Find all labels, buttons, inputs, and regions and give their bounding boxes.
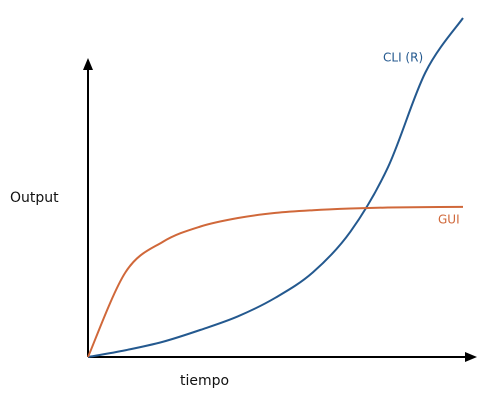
line-series <box>87 17 464 358</box>
y-axis-arrow <box>83 58 93 70</box>
y-axis-label: Output <box>10 190 59 206</box>
series-label: CLI (R) <box>383 51 423 65</box>
line-series <box>87 205 464 358</box>
x-axis-label: tiempo <box>180 373 229 389</box>
axes <box>83 58 477 362</box>
x-axis-arrow <box>465 352 477 362</box>
series-label: GUI <box>438 213 460 227</box>
